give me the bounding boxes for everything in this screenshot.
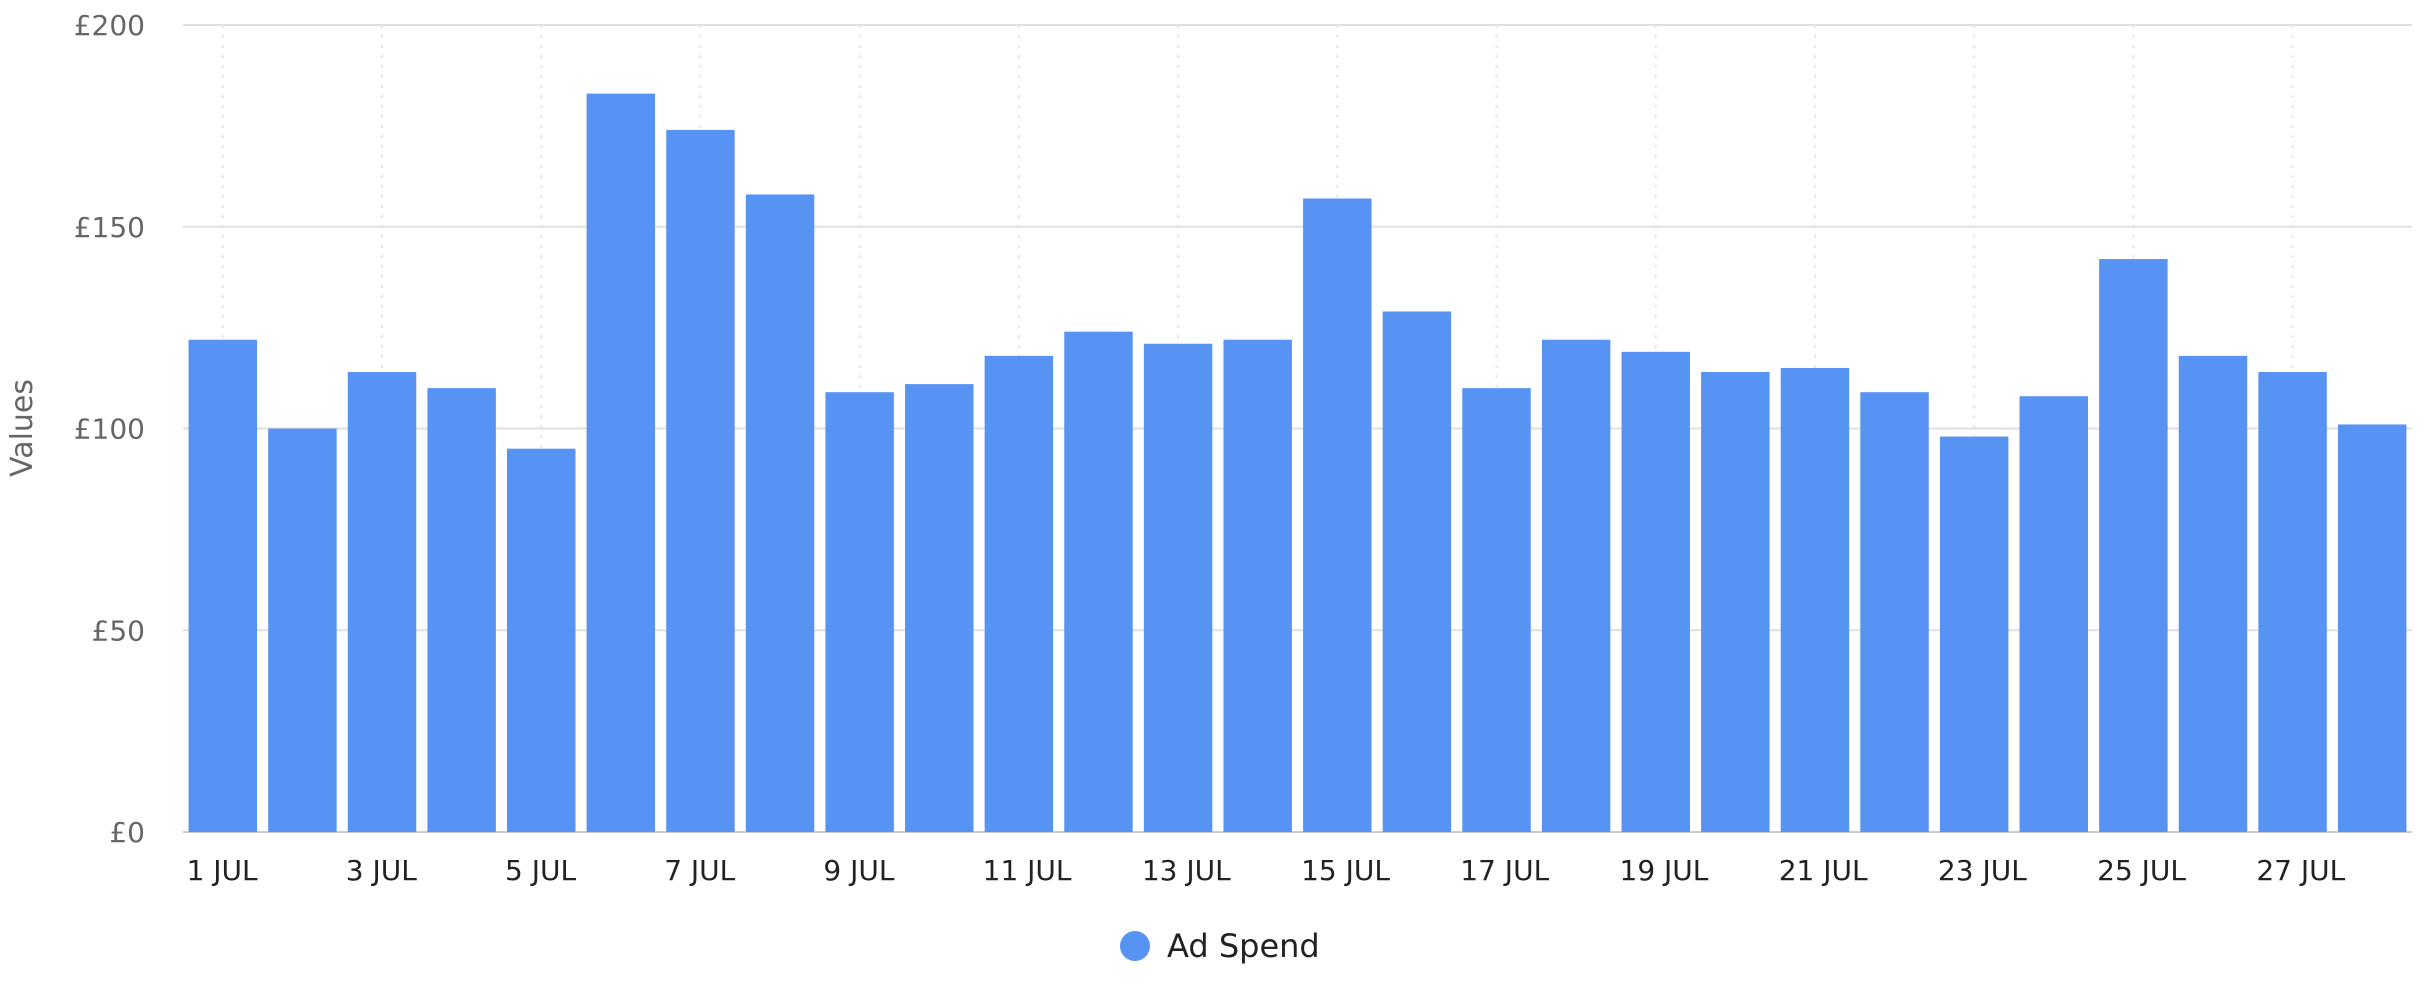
bar-2-jul[interactable]: 2 JUL: £100 <box>268 428 337 833</box>
bar-11-jul[interactable]: 11 JUL: £118 <box>984 355 1054 832</box>
bar-27-jul[interactable]: 27 JUL: £114 <box>2258 372 2327 832</box>
bar-8-jul[interactable]: 8 JUL: £158 <box>745 194 815 833</box>
x-tick-label: 21 JUL <box>1779 854 1868 887</box>
bar-12-jul[interactable]: 12 JUL: £124 <box>1064 331 1133 832</box>
bar-18-jul[interactable]: 18 JUL: £122 <box>1541 339 1611 832</box>
bar-7-jul[interactable]: 7 JUL: £174 <box>666 129 735 832</box>
x-axis: 1 JUL 3 JUL 5 JUL 7 JUL 9 JUL 11 JUL 13 JUL 15 … <box>187 854 2346 887</box>
x-tick-label: 11 JUL <box>983 854 1072 887</box>
x-tick-label: 17 JUL <box>1460 854 1549 887</box>
x-tick-label: 3 JUL <box>346 854 417 887</box>
y-tick-label: £0 <box>109 816 145 849</box>
x-tick-label: 5 JUL <box>505 854 576 887</box>
bar-5-jul[interactable]: 5 JUL: £95 <box>507 448 576 832</box>
y-axis: £0 £50 £100 £150 £200 <box>74 9 145 849</box>
bar-13-jul[interactable]: 13 JUL: £121 <box>1143 343 1213 832</box>
y-tick-label: £200 <box>74 9 145 42</box>
x-tick-label: 9 JUL <box>823 854 894 887</box>
x-tick-label: 13 JUL <box>1142 854 1231 887</box>
bars: 1 JUL: £1222 JUL: £1003 JUL: £1144 JUL: … <box>188 93 2407 833</box>
bar-10-jul[interactable]: 10 JUL: £111 <box>905 384 974 832</box>
bar-22-jul[interactable]: 22 JUL: £109 <box>1860 392 1929 832</box>
x-tick-label: 7 JUL <box>664 854 735 887</box>
legend-label[interactable]: Ad Spend <box>1167 927 1320 965</box>
bar-6-jul[interactable]: 6 JUL: £183 <box>586 93 656 833</box>
x-tick-label: 19 JUL <box>1620 854 1709 887</box>
legend[interactable]: Ad Spend <box>1120 927 1320 965</box>
bar-23-jul[interactable]: 23 JUL: £98 <box>1939 436 2009 832</box>
bar-21-jul[interactable]: 21 JUL: £115 <box>1780 367 1850 832</box>
y-tick-label: £50 <box>92 614 145 647</box>
y-tick-label: £150 <box>74 211 145 244</box>
bar-25-jul[interactable]: 25 JUL: £142 <box>2099 259 2168 832</box>
y-axis-title: Values <box>5 379 40 477</box>
x-tick-label: 15 JUL <box>1301 854 1390 887</box>
x-tick-label: 25 JUL <box>2097 854 2186 887</box>
bar-19-jul[interactable]: 19 JUL: £119 <box>1621 351 1690 832</box>
bar-1-jul[interactable]: 1 JUL: £122 <box>188 339 258 832</box>
bar-17-jul[interactable]: 17 JUL: £110 <box>1462 388 1531 832</box>
bar-24-jul[interactable]: 24 JUL: £108 <box>2019 396 2088 832</box>
bar-3-jul[interactable]: 3 JUL: £114 <box>347 372 417 832</box>
bar-28-jul[interactable]: 28 JUL: £101 <box>2337 424 2407 832</box>
legend-marker[interactable] <box>1120 931 1150 961</box>
x-tick-label: 27 JUL <box>2256 854 2345 887</box>
bar-16-jul[interactable]: 16 JUL: £129 <box>1382 311 1452 832</box>
bar-9-jul[interactable]: 9 JUL: £109 <box>825 392 894 832</box>
x-tick-label: 1 JUL <box>187 854 258 887</box>
bar-4-jul[interactable]: 4 JUL: £110 <box>427 388 496 832</box>
bar-20-jul[interactable]: 20 JUL: £114 <box>1701 372 1770 832</box>
bar-15-jul[interactable]: 15 JUL: £157 <box>1303 198 1372 832</box>
x-tick-label: 23 JUL <box>1938 854 2027 887</box>
y-tick-label: £100 <box>74 413 145 446</box>
bar-14-jul[interactable]: 14 JUL: £122 <box>1223 339 1292 832</box>
bar-26-jul[interactable]: 26 JUL: £118 <box>2178 355 2248 832</box>
